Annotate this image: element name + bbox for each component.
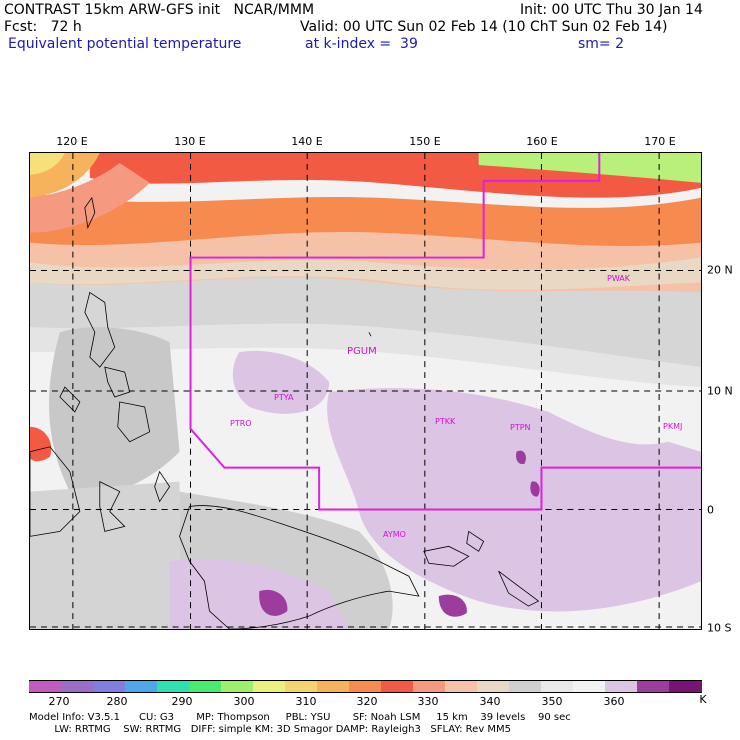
legend-swatch: [541, 680, 574, 693]
lon-label-150: 150 E: [409, 135, 441, 148]
coastline-mindanao: [117, 401, 151, 443]
legend-label-340: 340: [479, 695, 501, 708]
lon-label-160: 160 E: [526, 135, 558, 148]
smoothing-value: sm= 2: [578, 36, 625, 52]
field-band-330: [30, 192, 701, 246]
forecast-hour: Fcst: 72 h: [4, 19, 82, 35]
station-pkmj: PKMJ: [663, 422, 683, 431]
station-pgum: PGUM: [347, 346, 377, 357]
model-title: CONTRAST 15km ARW-GFS init NCAR/MMM: [4, 2, 315, 18]
coastline-new-britain: [423, 545, 470, 567]
field-band-370-purple-1: [259, 589, 288, 616]
coastline-luzon: [84, 291, 116, 368]
legend-label-310: 310: [295, 695, 317, 708]
station-ptro: PTRO: [230, 419, 252, 428]
field-band-370-purple-2: [438, 594, 467, 617]
lon-label-130: 130 E: [174, 135, 206, 148]
legend-swatch: [669, 680, 702, 693]
model-info-line2: LW: RRTMG SW: RRTMG DIFF: simple KM: 3D …: [29, 724, 512, 735]
field-warm-spot-west: [30, 426, 52, 462]
coastline-borneo: [30, 446, 81, 537]
field-gray-southwest: [30, 481, 180, 629]
station-ptya: PTYA: [274, 393, 294, 402]
station-ptpn: PTPN: [510, 423, 531, 432]
level-index: at k-index = 39: [305, 36, 418, 52]
legend-swatch: [637, 680, 670, 693]
field-band-350-gray: [30, 267, 701, 368]
field-gray-philippines: [49, 327, 180, 495]
lat-label-20n: 20 N: [707, 263, 733, 277]
legend-swatch: [317, 680, 350, 693]
region-boundary: [189, 153, 701, 511]
legend-label-320: 320: [356, 695, 378, 708]
coastline-visayas: [104, 366, 131, 398]
legend-unit: K: [699, 693, 707, 706]
coastline-new-guinea: [179, 505, 420, 629]
coastline-new-ireland: [466, 530, 485, 552]
lon-label-170: 170 E: [644, 135, 676, 148]
legend-label-280: 280: [106, 695, 128, 708]
legend-swatch: [29, 680, 62, 693]
coastlines: [30, 196, 540, 629]
model-info-line1: Model Info: V3.5.1 CU: G3 MP: Thompson P…: [29, 712, 571, 723]
legend-swatch: [221, 680, 254, 693]
legend-swatch: [61, 680, 94, 693]
valid-time: Valid: 00 UTC Sun 02 Feb 14 (10 ChT Sun …: [300, 19, 668, 35]
legend-swatch: [157, 680, 190, 693]
legend-swatch: [189, 680, 222, 693]
legend-swatch: [349, 680, 382, 693]
legend-swatch: [285, 680, 318, 693]
legend-swatch: [445, 680, 478, 693]
coastline-taiwan: [84, 196, 96, 230]
station-aymo: AYMO: [383, 530, 406, 539]
legend-swatch: [509, 680, 542, 693]
legend-label-360: 360: [603, 695, 625, 708]
lat-label-10s: 10 S: [707, 621, 732, 635]
coastline-palawan: [59, 386, 81, 413]
field-band-345: [30, 257, 701, 290]
coastline-guam: [368, 332, 372, 337]
station-ptkk: PTKK: [435, 417, 456, 426]
field-band-370-purple-3: [516, 450, 526, 465]
coastline-solomons: [498, 570, 540, 607]
legend-label-290: 290: [171, 695, 193, 708]
lat-label-10n: 10 N: [707, 384, 733, 398]
legend-label-300: 300: [233, 695, 255, 708]
field-band-335: [30, 162, 150, 233]
legend-swatch: [381, 680, 414, 693]
theta-e-map: [29, 152, 702, 630]
legend-swatch: [413, 680, 446, 693]
lon-label-120: 120 E: [56, 135, 88, 148]
field-band-355-gray: [30, 323, 701, 388]
legend-swatch: [93, 680, 126, 693]
field-band-300: [30, 153, 65, 175]
legend-swatch: [573, 680, 606, 693]
legend-swatch: [253, 680, 286, 693]
coastline-sulawesi: [99, 480, 126, 532]
lon-label-140: 140 E: [291, 135, 323, 148]
init-time: Init: 00 UTC Thu 30 Jan 14: [520, 2, 703, 18]
coastline-halmahera: [154, 470, 171, 503]
lat-lon-grid: [30, 153, 701, 629]
legend-label-270: 270: [48, 695, 70, 708]
field-band-370-purple-4: [530, 481, 540, 497]
field-band-365-lilac: [327, 388, 701, 612]
legend-swatch: [477, 680, 510, 693]
legend-label-330: 330: [417, 695, 439, 708]
station-pwak: PWAK: [607, 274, 631, 283]
lat-label-equator: 0: [707, 503, 714, 517]
legend-swatch: [605, 680, 638, 693]
legend-label-350: 350: [541, 695, 563, 708]
legend-swatch: [125, 680, 158, 693]
field-band-365-lilac-west: [232, 350, 330, 414]
field-name: Equivalent potential temperature: [8, 36, 242, 52]
field-band-315: [478, 153, 701, 183]
